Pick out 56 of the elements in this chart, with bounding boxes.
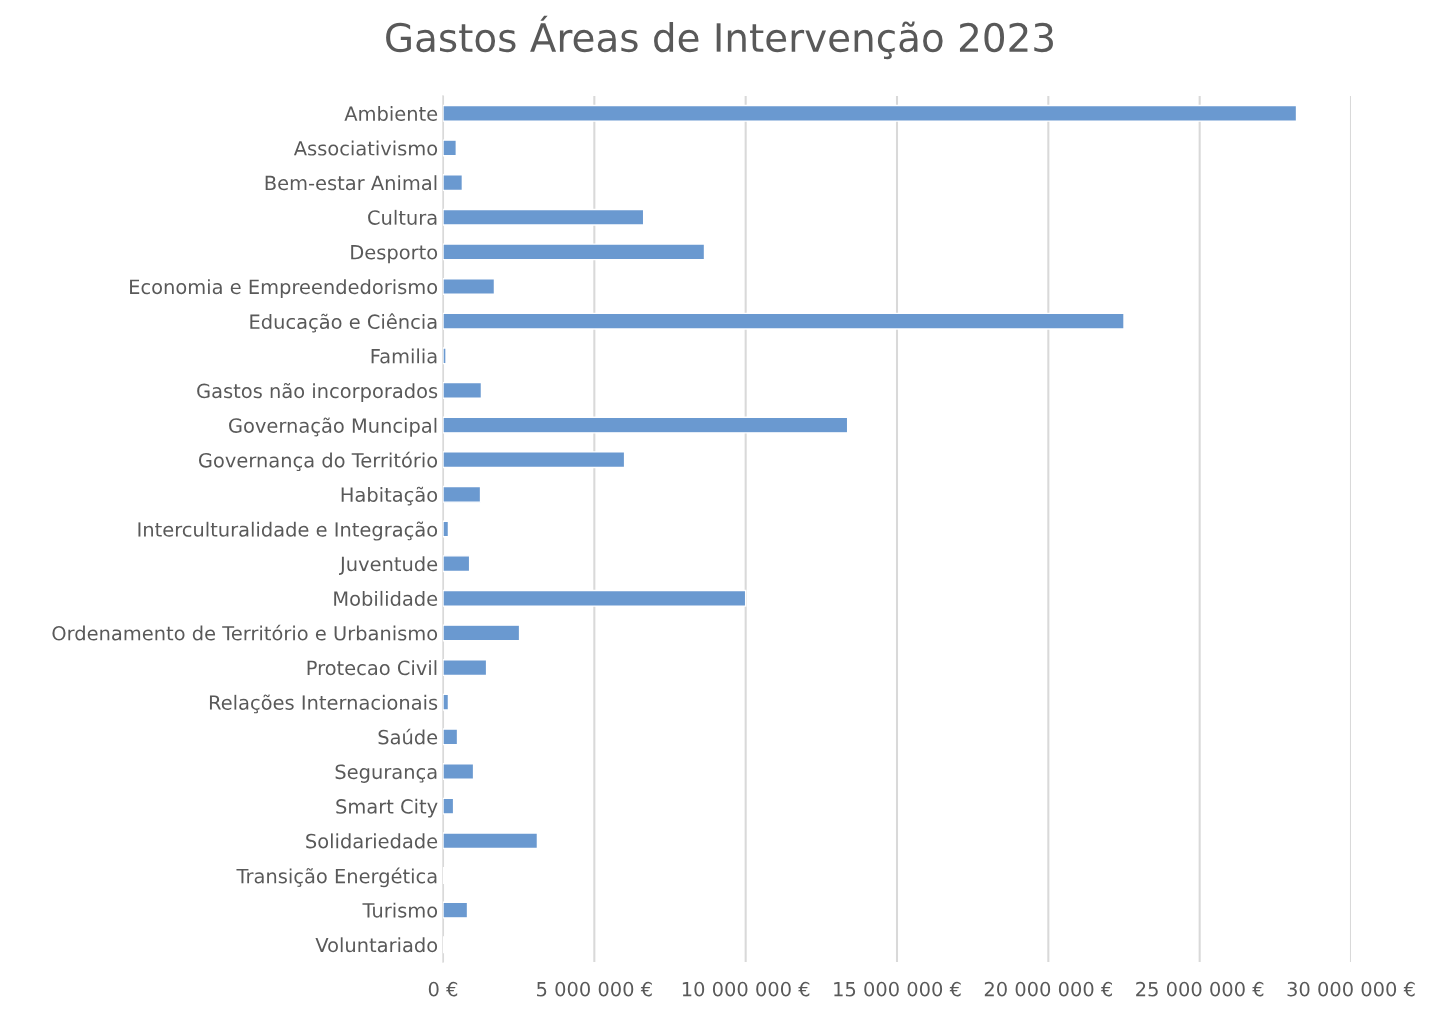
bar	[443, 278, 496, 296]
bar	[443, 312, 1125, 330]
bar	[443, 520, 450, 538]
y-tick-label: Segurança	[335, 764, 437, 783]
bar	[443, 589, 747, 607]
y-tick-label: Ambiente	[344, 105, 438, 121]
y-tick-label: Economia e Empreendedorismo	[130, 279, 438, 298]
bar	[443, 901, 469, 919]
y-tick-label: Interculturalidade e Integração	[138, 521, 438, 541]
y-tick-label: Ordenamento de Território e Urbanismo	[52, 624, 438, 641]
y-tick-label: Turismo	[362, 902, 438, 918]
y-tick-label: Desporto	[351, 245, 438, 264]
bar	[443, 416, 849, 434]
bar	[443, 659, 488, 677]
bar	[443, 797, 455, 815]
y-tick-label: Protecao Civil	[307, 660, 437, 676]
y-tick-label: Governação Muncipal	[229, 417, 437, 437]
y-tick-label: Habitação	[341, 486, 438, 506]
x-tick-label: 15 000 000 €	[834, 981, 961, 997]
bar	[443, 555, 471, 573]
bar	[443, 243, 706, 261]
bar	[443, 139, 458, 157]
bar	[443, 485, 482, 503]
bar	[443, 104, 1298, 122]
bar	[443, 451, 626, 469]
y-tick-label: Mobilidade	[334, 590, 438, 606]
y-tick-label: Smart City	[336, 798, 438, 818]
bar	[443, 728, 459, 746]
y-tick-label: Relações Internacionais	[209, 694, 438, 714]
bar	[443, 693, 450, 711]
x-tick-label: 30 000 000 €	[1287, 981, 1415, 997]
chart-title: Gastos Áreas de Intervenção 2023	[386, 15, 1053, 60]
y-tick-label: Transição Energética	[236, 867, 437, 888]
y-tick-label: Governança do Território	[198, 451, 438, 472]
bar	[443, 832, 539, 850]
y-tick-label: Saúde	[378, 728, 438, 745]
bar	[443, 174, 464, 192]
bar	[443, 208, 645, 226]
y-tick-label: Bem-estar Animal	[265, 175, 437, 191]
y-tick-label: Associativismo	[293, 140, 438, 156]
bar	[443, 381, 483, 399]
x-tick-label: 25 000 000 €	[1136, 981, 1264, 997]
x-tick-label: 0 €	[428, 981, 458, 997]
x-tick-label: 5 000 000 €	[537, 981, 652, 997]
bar	[443, 624, 521, 642]
x-tick-label: 10 000 000 €	[682, 981, 810, 997]
y-tick-label: Gastos não incorporados	[197, 382, 438, 403]
x-tick-label: 20 000 000 €	[984, 981, 1112, 997]
bar	[443, 347, 447, 365]
y-tick-label: Solidariedade	[306, 833, 438, 849]
y-tick-label: Voluntariado	[315, 937, 438, 953]
y-tick-label: Familia	[371, 348, 437, 364]
y-tick-label: Juventude	[339, 556, 438, 575]
y-tick-label: Educação e Ciência	[250, 313, 437, 333]
bar	[443, 762, 475, 780]
y-tick-label: Cultura	[368, 209, 437, 225]
